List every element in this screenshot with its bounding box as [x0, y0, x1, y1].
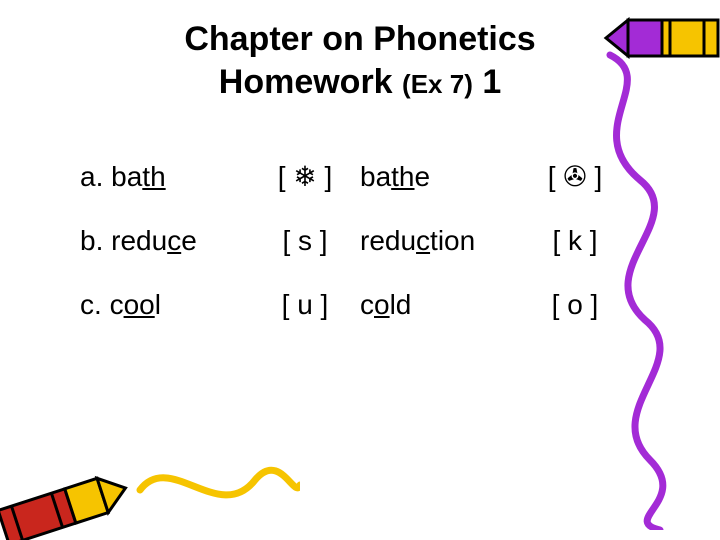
- w1-ul: oo: [124, 289, 155, 320]
- w2-ul: o: [374, 289, 390, 320]
- symbol-1: [ ❄ ]: [250, 160, 360, 193]
- exercise-list: a. bath [ ❄ ] bathe [ ✇ ] b. reduce [ s …: [80, 160, 630, 353]
- w2-pre: ba: [360, 161, 391, 192]
- w1-ul: th: [142, 161, 165, 192]
- exercise-row: c. cool [ u ] cold [ o ]: [80, 289, 630, 321]
- w1-post: e: [181, 225, 197, 256]
- word-2: bathe: [360, 161, 520, 193]
- word-1: b. reduce: [80, 225, 250, 257]
- title-exercise: (Ex 7): [402, 69, 473, 99]
- w1-pre: c: [110, 289, 124, 320]
- w1-post: l: [155, 289, 161, 320]
- symbol-1: [ s ]: [250, 225, 360, 257]
- word-1: c. cool: [80, 289, 250, 321]
- row-letter: b.: [80, 225, 103, 256]
- squiggle-left: [140, 470, 300, 495]
- row-letter: c.: [80, 289, 102, 320]
- w2-post: tion: [430, 225, 475, 256]
- title-number: 1: [482, 63, 501, 101]
- title-word-homework: Homework: [219, 63, 393, 101]
- w2-ul: c: [416, 225, 430, 256]
- w2-pre: redu: [360, 225, 416, 256]
- exercise-row: b. reduce [ s ] reduction [ k ]: [80, 225, 630, 257]
- crayon-right-decoration: [600, 10, 720, 530]
- w2-post: e: [415, 161, 431, 192]
- symbol-1: [ u ]: [250, 289, 360, 321]
- row-letter: a.: [80, 161, 103, 192]
- word-1: a. bath: [80, 161, 250, 193]
- crayon-left-decoration: [0, 430, 300, 540]
- w2-ul: th: [391, 161, 414, 192]
- w1-pre: ba: [111, 161, 142, 192]
- crayon-top-icon: [606, 20, 718, 56]
- squiggle-right: [610, 55, 663, 530]
- w2-post: ld: [390, 289, 412, 320]
- word-2: cold: [360, 289, 520, 321]
- w1-pre: redu: [111, 225, 167, 256]
- exercise-row: a. bath [ ❄ ] bathe [ ✇ ]: [80, 160, 630, 193]
- word-2: reduction: [360, 225, 520, 257]
- crayon-bottom-icon: [0, 471, 131, 540]
- w1-ul: c: [167, 225, 181, 256]
- w2-pre: c: [360, 289, 374, 320]
